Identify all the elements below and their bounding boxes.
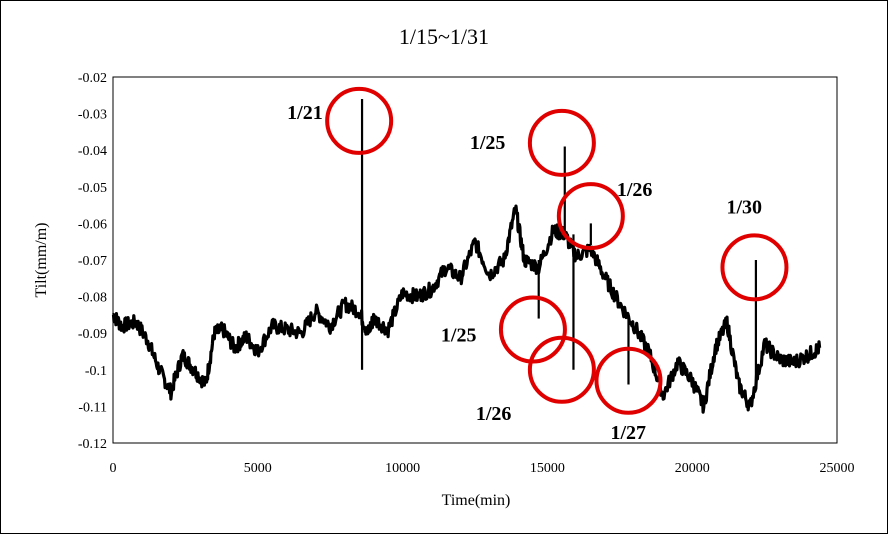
annotation-label: 1/30: [726, 196, 762, 218]
y-axis-label: Tilt(mm/m): [33, 223, 50, 298]
y-tick-label: -0.03: [78, 108, 107, 123]
y-tick-label: -0.06: [78, 217, 107, 232]
y-tick-label: -0.12: [78, 437, 107, 452]
y-tick-label: -0.04: [78, 144, 107, 159]
y-tick-label: -0.11: [78, 400, 107, 415]
chart-title: 1/15~1/31: [399, 24, 489, 49]
annotation-circle: [527, 108, 596, 177]
x-tick-label: 10000: [385, 461, 420, 476]
annotation-label: 1/27: [610, 422, 646, 444]
annotation-label: 1/26: [617, 179, 653, 201]
plot-area: -0.02 -0.03 -0.04 -0.05 -0.06 -0.07 -0.08 -0.09…: [78, 71, 855, 476]
x-tick-label: 25000: [820, 461, 855, 476]
annotation-label: 1/21: [287, 102, 323, 124]
x-tick-label: 5000: [244, 461, 272, 476]
x-tick-label: 20000: [675, 461, 710, 476]
annotation-circle: [720, 233, 789, 302]
annotation-circle: [325, 86, 394, 155]
x-tick-label: 0: [110, 461, 117, 476]
tilt-series-line: [111, 204, 822, 414]
plot-border: [112, 76, 838, 444]
y-tick-label: -0.09: [78, 327, 107, 342]
annotation-circle: [594, 346, 663, 415]
annotation-circle: [498, 295, 567, 364]
annotation-label: 1/25: [441, 325, 477, 347]
annotation-label: 1/26: [476, 403, 512, 425]
x-axis-label: Time(min): [442, 492, 511, 509]
y-tick-label: -0.02: [78, 71, 107, 86]
annotation-label: 1/25: [470, 132, 506, 154]
y-tick-label: -0.05: [78, 181, 107, 196]
y-tick-label: -0.08: [78, 291, 107, 306]
annotation-circle: [527, 335, 596, 404]
y-tick-label: -0.07: [78, 254, 107, 269]
y-tick-label: -0.1: [85, 364, 107, 379]
x-tick-label: 15000: [530, 461, 565, 476]
annotation-circle: [556, 182, 625, 251]
